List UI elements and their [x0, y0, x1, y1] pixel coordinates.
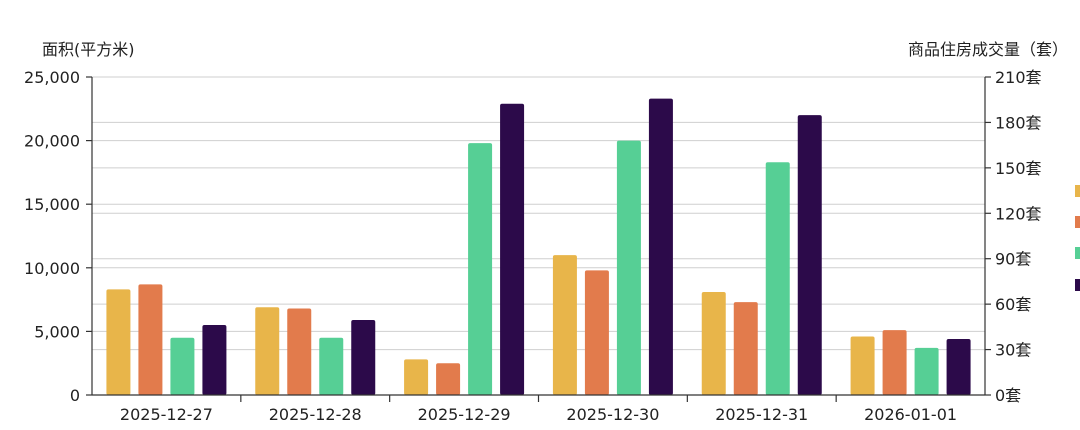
bar [914, 347, 939, 395]
x-tick-label: 2025-12-27 [120, 405, 213, 424]
bar [319, 337, 344, 395]
legend-swatch [1075, 216, 1080, 228]
bar [850, 336, 875, 395]
bar [765, 162, 790, 395]
y-left-tick-label: 15,000 [24, 195, 80, 214]
y-left-axis-title: 面积(平方米) [42, 40, 135, 59]
bar [552, 255, 577, 395]
bar [648, 98, 673, 396]
bar-layer [106, 98, 971, 396]
bar [287, 308, 312, 395]
legend-swatch [1075, 247, 1080, 259]
y-right-tick-label: 210套 [995, 68, 1042, 87]
x-tick-label: 2025-12-28 [269, 405, 362, 424]
bar [351, 319, 376, 395]
x-tick-label: 2025-12-29 [418, 405, 511, 424]
y-right-tick-label: 90套 [995, 250, 1031, 269]
y-right-tick-label: 150套 [995, 159, 1042, 178]
axis-layer: 0 5,000 10,000 15,000 20,000 25,000 0套 30套 60套 90… [24, 68, 1042, 424]
bar [404, 359, 429, 395]
y-right-axis-title: 商品住房成交量（套） [908, 40, 1068, 59]
x-tick-label: 2025-12-30 [566, 405, 659, 424]
bar [882, 330, 907, 395]
y-right-tick-label: 0套 [995, 386, 1021, 405]
y-left-tick-label: 0 [70, 386, 80, 405]
bar [797, 115, 822, 395]
y-left-tick-label: 20,000 [24, 132, 80, 151]
bar [584, 270, 609, 395]
x-tick-label: 2026-01-01 [864, 405, 957, 424]
bar [500, 103, 525, 395]
x-tick-label: 2025-12-31 [715, 405, 808, 424]
bar [255, 307, 280, 395]
bar [946, 339, 971, 395]
bar [701, 291, 726, 395]
y-left-tick-label: 5,000 [34, 322, 80, 341]
bar [106, 289, 131, 395]
bar [616, 140, 641, 395]
bar [170, 337, 195, 395]
y-left-tick-label: 10,000 [24, 259, 80, 278]
y-right-tick-label: 60套 [995, 295, 1031, 314]
legend [1075, 185, 1080, 291]
legend-swatch [1075, 279, 1080, 291]
y-left-tick-label: 25,000 [24, 68, 80, 87]
bar [138, 284, 163, 395]
bar [468, 143, 493, 395]
bar [436, 363, 461, 395]
y-right-tick-label: 120套 [995, 204, 1042, 223]
y-right-tick-label: 30套 [995, 341, 1031, 360]
legend-swatch [1075, 185, 1080, 197]
grid-layer [92, 76, 985, 351]
y-right-tick-label: 180套 [995, 113, 1042, 132]
bar [733, 302, 758, 395]
bar [202, 325, 227, 395]
